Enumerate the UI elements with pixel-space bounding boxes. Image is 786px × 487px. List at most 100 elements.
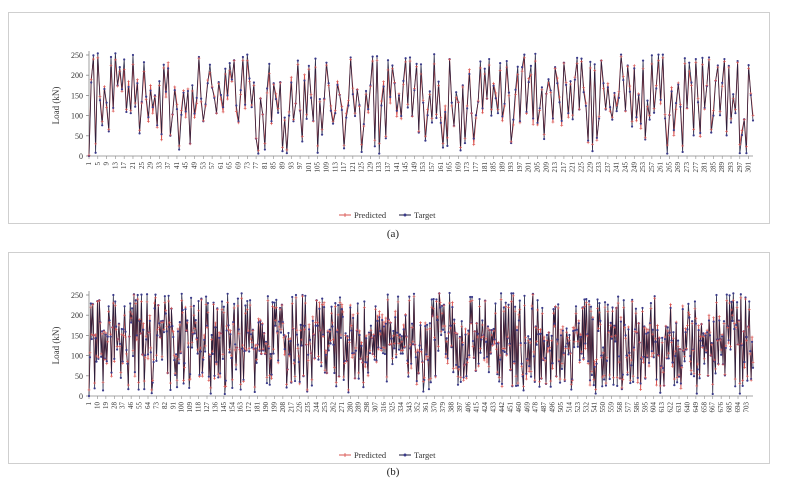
predicted-point	[164, 308, 168, 312]
target-point	[396, 295, 400, 298]
predicted-point	[731, 298, 735, 302]
predicted-point	[742, 118, 746, 122]
target-point	[374, 305, 377, 308]
predicted-point	[323, 368, 327, 372]
predicted-point	[667, 351, 671, 355]
target-point	[303, 79, 306, 82]
target-point	[602, 346, 605, 349]
predicted-point	[228, 348, 231, 351]
predicted-point	[538, 380, 541, 384]
target-point	[622, 78, 625, 82]
target-point	[636, 376, 639, 379]
predicted-point	[218, 375, 222, 379]
predicted-point	[413, 87, 416, 90]
target-point	[362, 122, 365, 126]
predicted-point	[650, 355, 654, 358]
predicted-point	[269, 357, 273, 360]
target-point	[351, 93, 354, 96]
predicted-point	[685, 347, 688, 351]
legend-label-predicted: Predicted	[354, 210, 387, 220]
predicted-point	[624, 336, 628, 340]
target-point	[183, 362, 186, 365]
predicted-point	[674, 107, 678, 111]
predicted-point	[551, 367, 554, 370]
predicted-point	[492, 81, 495, 85]
predicted-point	[300, 135, 304, 139]
target-point	[184, 110, 187, 113]
target-point	[177, 362, 181, 365]
predicted-point	[528, 341, 532, 345]
predicted-point	[409, 366, 413, 370]
predicted-point	[333, 108, 337, 112]
target-point	[144, 354, 147, 357]
target-point	[424, 325, 427, 328]
target-point	[133, 371, 136, 374]
predicted-point	[672, 377, 676, 381]
predicted-point	[716, 363, 720, 366]
predicted-point	[529, 369, 533, 373]
predicted-point	[100, 120, 104, 124]
predicted-point	[124, 108, 128, 111]
y-tick-label: 100	[71, 352, 83, 361]
target-point	[124, 330, 127, 333]
target-point	[474, 114, 478, 117]
predicted-point	[304, 342, 308, 346]
x-tick-label: 161	[437, 162, 445, 173]
predicted-point	[113, 304, 117, 307]
target-point	[327, 82, 330, 85]
target-point	[649, 301, 653, 305]
target-point	[105, 360, 108, 363]
predicted-point	[112, 360, 116, 364]
x-tick-label: 105	[314, 162, 322, 173]
predicted-point	[653, 296, 657, 300]
predicted-point	[583, 304, 586, 308]
x-tick-label: 19	[102, 402, 110, 410]
target-point	[751, 366, 755, 369]
target-point	[591, 150, 594, 153]
predicted-point	[114, 327, 118, 331]
predicted-point	[384, 316, 388, 320]
predicted-point	[267, 72, 271, 75]
target-point	[408, 295, 411, 298]
target-point	[397, 348, 401, 351]
target-point	[107, 130, 110, 133]
predicted-point	[109, 332, 112, 336]
predicted-point	[736, 61, 740, 65]
predicted-point	[383, 346, 387, 350]
target-point	[613, 324, 616, 327]
target-point	[250, 106, 253, 109]
target-point	[529, 337, 532, 341]
predicted-point	[311, 315, 315, 319]
predicted-point	[130, 312, 134, 316]
predicted-point	[565, 330, 569, 334]
predicted-point	[294, 102, 298, 105]
predicted-point	[686, 310, 690, 314]
target-point	[90, 337, 93, 341]
predicted-point	[582, 358, 585, 362]
target-point	[560, 367, 564, 371]
target-point	[641, 306, 644, 310]
target-point	[300, 344, 303, 347]
x-tick-label: 568	[616, 402, 624, 413]
predicted-point	[321, 335, 325, 339]
target-point	[516, 65, 519, 68]
predicted-point	[344, 334, 348, 337]
predicted-point	[207, 379, 211, 383]
target-point	[266, 295, 269, 298]
x-tick-label: 137	[384, 162, 392, 173]
predicted-point	[509, 300, 513, 303]
predicted-point	[600, 375, 604, 379]
target-point	[258, 349, 261, 352]
target-point	[656, 329, 659, 332]
target-point	[248, 299, 252, 302]
predicted-point	[329, 339, 333, 343]
predicted-point	[386, 298, 390, 302]
predicted-point	[533, 59, 537, 63]
target-point	[94, 151, 97, 154]
x-tick-label: 298	[363, 402, 371, 413]
predicted-point	[743, 366, 746, 370]
target-point	[413, 89, 416, 92]
predicted-point	[293, 375, 297, 379]
predicted-point	[490, 333, 494, 337]
y-tick-label: 250	[71, 291, 83, 300]
